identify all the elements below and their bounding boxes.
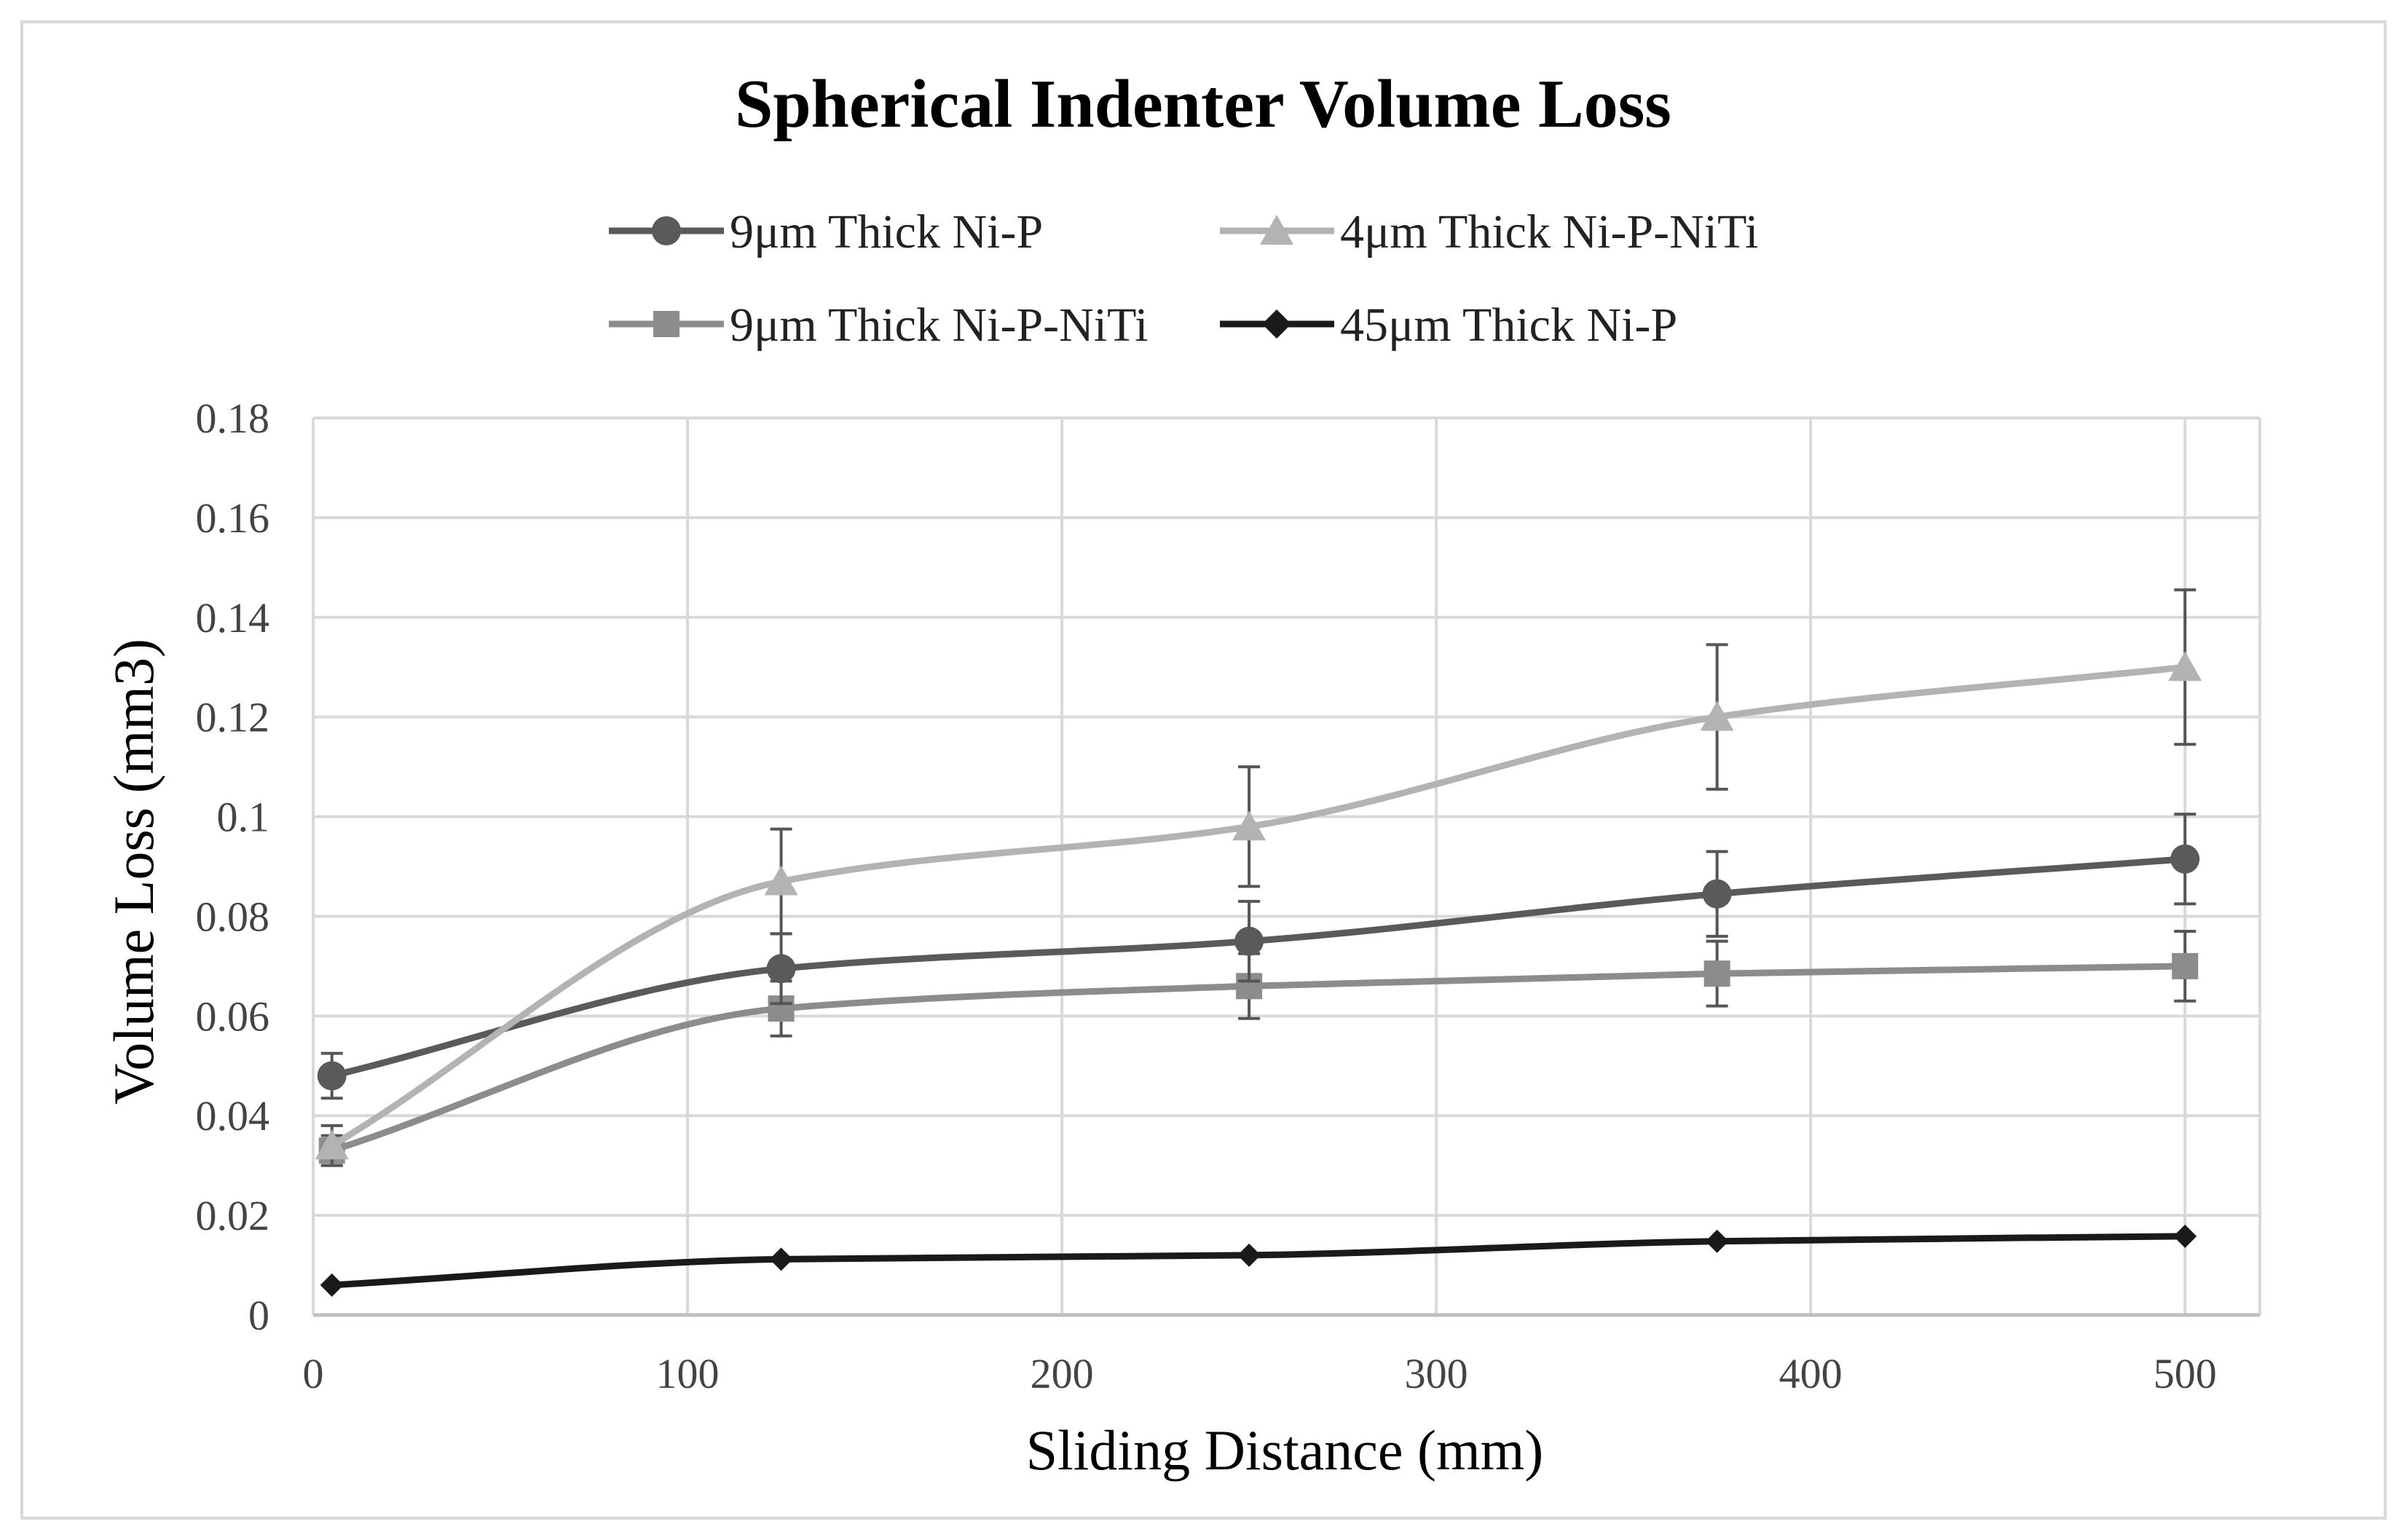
data-point-diamond [769,1247,793,1271]
series-line [330,663,2186,1149]
series-layer [315,588,2202,1297]
x-axis-title: Sliding Distance (mm) [1026,1418,1544,1482]
data-point-diamond [1237,1243,1261,1267]
y-tick-label: 0.06 [196,992,270,1040]
series-line [331,1233,2186,1289]
x-tick-label: 100 [656,1350,720,1397]
x-tick-label: 300 [1405,1350,1468,1397]
data-point-triangle [2168,651,2202,682]
series-4 [320,1224,2197,1297]
y-axis-title: Volume Loss (mm3) [102,639,165,1105]
data-point-diamond [1705,1229,1729,1253]
data-point-triangle [1700,700,1734,731]
series-2 [315,588,2202,1167]
data-point-square [2172,952,2199,979]
y-tick-label: 0.14 [196,594,270,641]
y-tick-label: 0.12 [196,694,270,741]
x-tick-label: 200 [1031,1350,1094,1397]
y-tick-label: 0.04 [196,1092,270,1140]
data-point-triangle [764,865,798,896]
data-point-triangle [1232,810,1266,841]
y-axis-ticks: 0 0.02 0.04 0.06 0.08 0.1 0.12 0.14 0.16 0.18 [196,395,270,1339]
legend-marker-square [653,311,679,337]
x-tick-label: 500 [2154,1350,2217,1397]
legend-label-3: 9μm Thick Ni-P-NiTi [730,299,1148,352]
data-point-diamond [320,1273,344,1297]
legend-item-4: 45μm Thick Ni-P [1220,299,1677,352]
legend: 9μm Thick Ni-P 4μm Thick Ni-P-NiTi 9μm T… [609,205,1758,352]
data-point-circle [2170,844,2200,874]
series-1 [317,813,2200,1100]
data-point-circle [1234,926,1264,956]
legend-item-1: 9μm Thick Ni-P [609,205,1043,258]
data-point-circle [1702,879,1732,909]
legend-marker-triangle [1260,215,1293,245]
data-point-circle [317,1061,347,1091]
legend-label-4: 45μm Thick Ni-P [1340,299,1677,352]
legend-marker-diamond [1262,309,1291,339]
y-tick-label: 0 [248,1292,269,1339]
data-point-circle [766,954,796,984]
gridlines [312,416,2261,1315]
y-tick-label: 0.16 [196,494,270,542]
data-point-square [1703,960,1730,987]
legend-item-3: 9μm Thick Ni-P-NiTi [609,299,1148,352]
legend-item-2: 4μm Thick Ni-P-NiTi [1220,205,1758,258]
y-tick-label: 0.1 [217,794,270,841]
x-tick-label: 0 [303,1350,324,1397]
x-axis-ticks: 0 100 200 300 400 500 [303,1350,2217,1397]
legend-label-1: 9μm Thick Ni-P [730,205,1043,258]
x-tick-label: 400 [1779,1350,1843,1397]
chart-frame [20,20,2387,1520]
chart-title: Spherical Indenter Volume Loss [735,66,1671,142]
data-point-diamond [2173,1224,2197,1248]
legend-label-2: 4μm Thick Ni-P-NiTi [1340,205,1758,258]
series-3 [318,929,2199,1167]
y-tick-label: 0.18 [196,395,270,442]
data-point-triangle [315,1129,349,1160]
legend-marker-circle [652,216,681,245]
y-tick-label: 0.08 [196,893,270,940]
y-tick-label: 0.02 [196,1192,270,1239]
